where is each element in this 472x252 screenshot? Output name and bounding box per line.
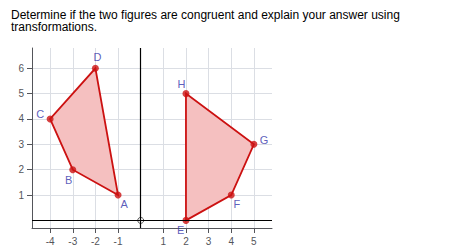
svg-text:G: G	[260, 134, 269, 146]
svg-text:B: B	[65, 174, 72, 186]
svg-text:6: 6	[18, 63, 24, 74]
svg-text:F: F	[234, 198, 241, 210]
svg-text:A: A	[120, 198, 128, 210]
svg-text:-4: -4	[46, 236, 55, 247]
svg-text:-2: -2	[91, 236, 100, 247]
svg-text:2: 2	[18, 164, 24, 175]
svg-text:5: 5	[251, 236, 257, 247]
svg-text:E: E	[177, 224, 184, 236]
svg-text:3: 3	[206, 236, 212, 247]
svg-text:-1: -1	[114, 236, 123, 247]
svg-text:4: 4	[18, 113, 24, 124]
svg-text:3: 3	[18, 139, 24, 150]
svg-text:5: 5	[18, 88, 24, 99]
svg-text:1: 1	[18, 190, 24, 201]
svg-text:transformations.: transformations.	[11, 20, 97, 34]
svg-text:H: H	[177, 78, 185, 90]
svg-text:C: C	[36, 108, 44, 120]
svg-text:-3: -3	[68, 236, 77, 247]
svg-text:1: 1	[161, 236, 167, 247]
svg-text:4: 4	[228, 236, 234, 247]
svg-text:Determine if the two figures a: Determine if the two figures are congrue…	[11, 8, 404, 22]
svg-text:D: D	[93, 51, 101, 63]
svg-text:2: 2	[183, 236, 189, 247]
